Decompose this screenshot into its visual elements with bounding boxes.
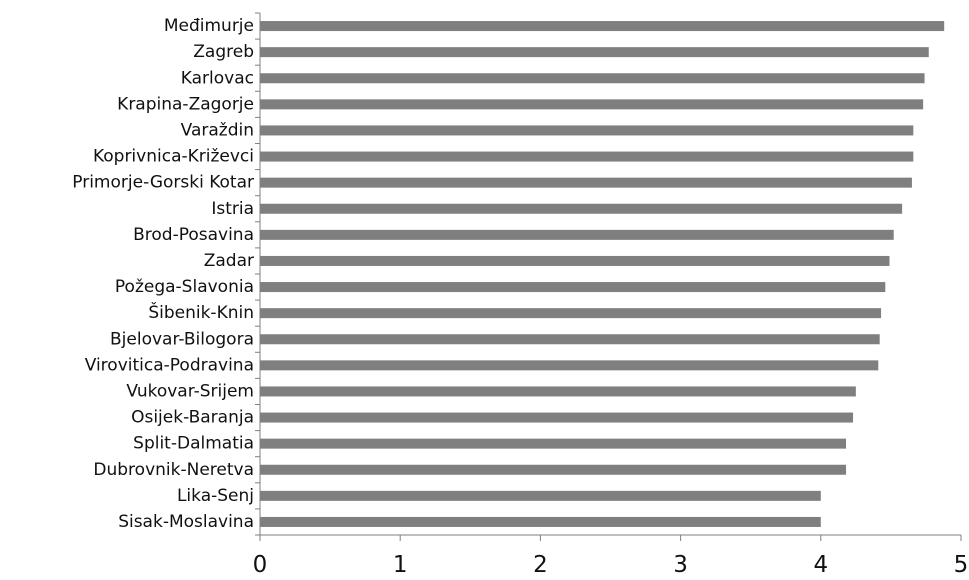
bar-11 xyxy=(260,282,886,293)
bar-7 xyxy=(260,177,912,188)
category-label: Šibenik-Knin xyxy=(148,301,254,323)
bar-10 xyxy=(260,255,890,266)
category-label: Varaždin xyxy=(181,120,254,140)
bar-3 xyxy=(260,73,925,84)
bar-8 xyxy=(260,203,903,214)
bar-17 xyxy=(260,438,847,449)
x-tick-label: 5 xyxy=(954,552,969,578)
category-label: Lika-Senj xyxy=(177,486,254,506)
category-label: Virovitica-Podravina xyxy=(85,355,254,375)
x-tick-label: 0 xyxy=(253,552,268,578)
category-label: Međimurje xyxy=(164,16,254,36)
category-labels: Međimurje Zagreb Karlovac Krapina-Zagorje Va… xyxy=(72,16,254,532)
category-label: Karlovac xyxy=(181,68,254,88)
bar-20 xyxy=(260,516,821,527)
category-label: Vukovar-Srijem xyxy=(126,381,254,401)
category-label: Bjelovar-Bilogora xyxy=(110,329,254,349)
bar-14 xyxy=(260,360,879,371)
x-tick-label: 4 xyxy=(813,552,828,578)
bar-13 xyxy=(260,334,880,345)
bar-5 xyxy=(260,125,914,136)
category-label: Istria xyxy=(211,199,254,219)
y-axis-ticks xyxy=(255,12,260,536)
bars-group xyxy=(260,21,945,527)
x-tick-label: 3 xyxy=(673,552,688,578)
category-label: Brod-Posavina xyxy=(133,225,254,245)
category-label: Zadar xyxy=(204,251,254,271)
x-axis-tick-labels: 0 1 2 3 4 5 xyxy=(253,552,969,578)
bar-12 xyxy=(260,308,882,319)
category-label: Primorje-Gorski Kotar xyxy=(72,173,254,193)
category-label: Požega-Slavonia xyxy=(115,277,254,297)
category-label: Koprivnica-Križevci xyxy=(93,147,254,167)
bar-1 xyxy=(260,21,945,32)
x-tick-label: 2 xyxy=(533,552,548,578)
category-label: Sisak-Moslavina xyxy=(118,512,254,532)
category-label: Zagreb xyxy=(193,42,254,62)
category-label: Krapina-Zagorje xyxy=(117,94,254,114)
bar-16 xyxy=(260,412,854,423)
category-label: Dubrovnik-Neretva xyxy=(93,460,254,480)
bar-6 xyxy=(260,151,914,162)
bar-9 xyxy=(260,229,894,240)
bar-18 xyxy=(260,464,847,475)
bar-19 xyxy=(260,490,821,501)
category-label: Osijek-Baranja xyxy=(131,408,254,428)
bar-15 xyxy=(260,386,856,397)
bar-2 xyxy=(260,47,929,58)
bar-4 xyxy=(260,99,924,110)
x-tick-label: 1 xyxy=(393,552,408,578)
x-axis-ticks xyxy=(259,535,962,541)
category-label: Split-Dalmatia xyxy=(133,434,254,454)
